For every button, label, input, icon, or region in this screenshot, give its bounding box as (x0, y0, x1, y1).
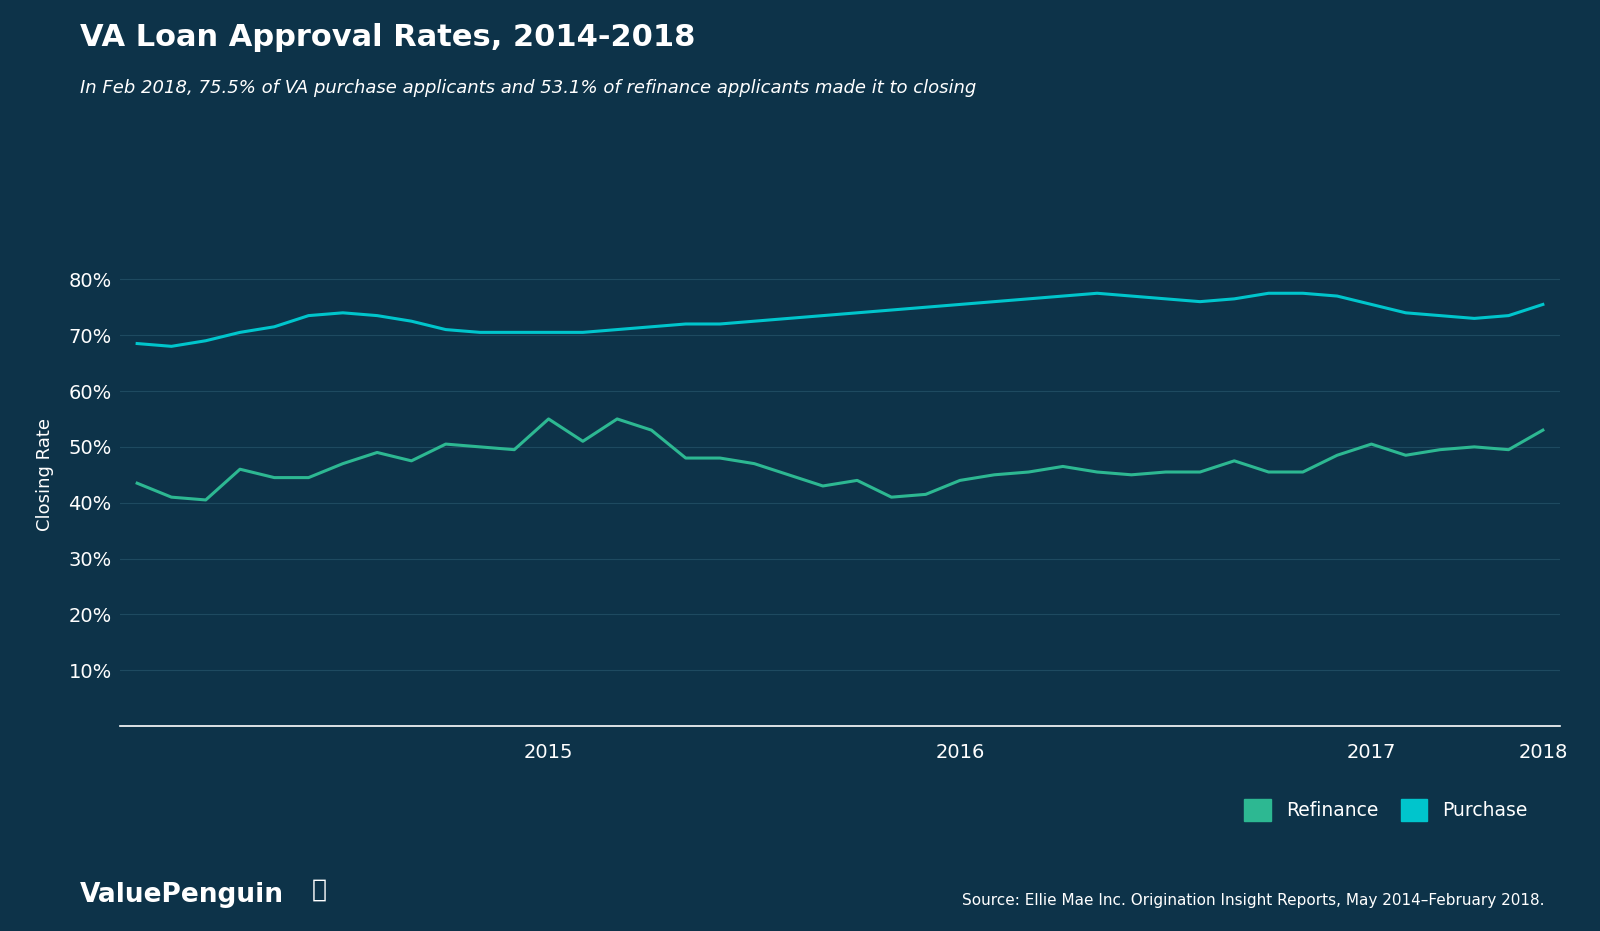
Legend: Refinance, Purchase: Refinance, Purchase (1237, 792, 1534, 829)
Text: ⧈: ⧈ (312, 877, 326, 901)
Text: VA Loan Approval Rates, 2014-2018: VA Loan Approval Rates, 2014-2018 (80, 23, 696, 52)
Text: ValuePenguin: ValuePenguin (80, 882, 285, 908)
Text: Source: Ellie Mae Inc. Origination Insight Reports, May 2014–February 2018.: Source: Ellie Mae Inc. Origination Insig… (962, 893, 1544, 908)
Text: In Feb 2018, 75.5% of VA purchase applicants and 53.1% of refinance applicants m: In Feb 2018, 75.5% of VA purchase applic… (80, 79, 976, 97)
Y-axis label: Closing Rate: Closing Rate (37, 418, 54, 532)
